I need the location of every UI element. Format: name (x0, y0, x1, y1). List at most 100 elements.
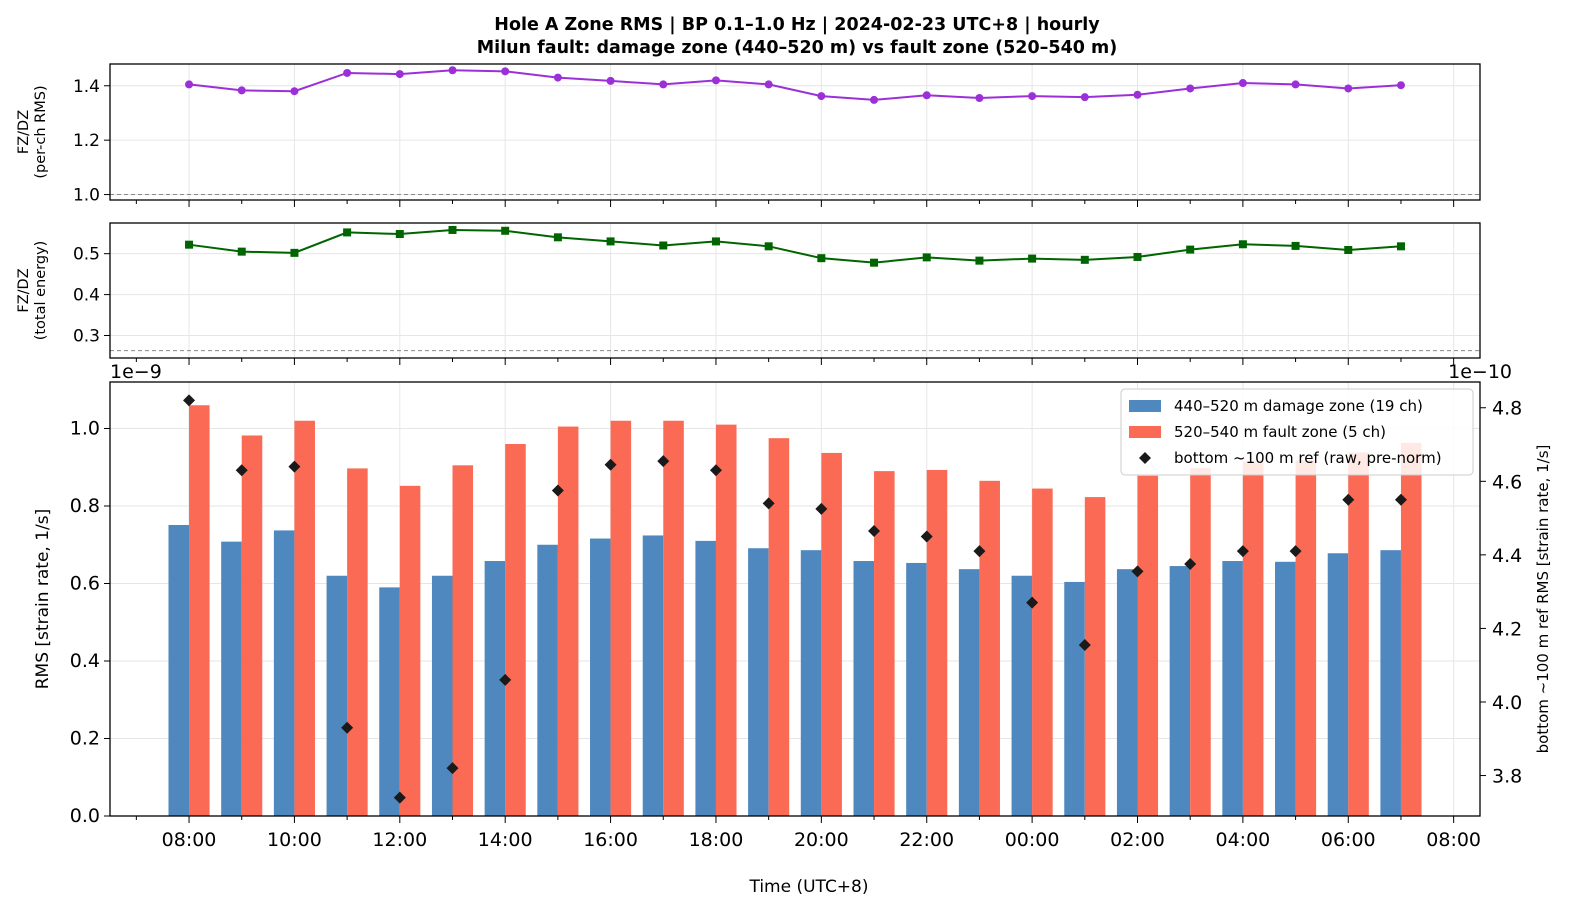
ratio-point (922, 91, 931, 100)
ratio-point (817, 254, 826, 263)
ref-rms-marker (1131, 565, 1144, 578)
ratio-point (1344, 84, 1353, 93)
legend-box (1120, 388, 1474, 476)
ratio-point (764, 242, 773, 251)
y-tick-label: 0.6 (70, 573, 100, 595)
ref-rms-marker (1394, 493, 1407, 506)
ref-rms-marker (1342, 493, 1355, 506)
x-tick-label: 14:00 (478, 829, 533, 851)
ref-rms-marker (288, 460, 301, 473)
ratio-point (711, 76, 720, 85)
ref-rms-marker (762, 497, 775, 510)
y2-tick-label: 4.4 (1492, 545, 1522, 567)
x-tick-label: 04:00 (1216, 829, 1271, 851)
x-tick-label: 06:00 (1321, 829, 1376, 851)
y2-tick-label: 4.6 (1492, 471, 1522, 493)
legend: 440–520 m damage zone (19 ch) 520–540 m f… (1120, 388, 1474, 476)
fault-zone-bar (663, 420, 684, 816)
y-tick-label: 0.0 (70, 805, 100, 827)
ratio-point (659, 80, 668, 89)
ratio-point (870, 95, 879, 104)
legend-label: 440–520 m damage zone (19 ch) (1174, 397, 1423, 415)
ratio-point (185, 80, 194, 89)
ratio-point (1238, 240, 1247, 249)
x-tick-label: 22:00 (899, 829, 954, 851)
ref-rms-marker (1026, 596, 1039, 609)
fault-zone-bar (399, 485, 421, 816)
ref-rms-marker (235, 464, 248, 477)
fault-zone-bar (347, 468, 368, 816)
damage-zone-bar (1169, 566, 1191, 816)
ratio-point (290, 87, 299, 96)
fault-zone-bar (1295, 460, 1317, 816)
fault-zone-bar (1084, 497, 1106, 816)
ratio-point (553, 73, 562, 82)
plot-frame (109, 222, 1481, 359)
fault-zone-bar (294, 420, 315, 816)
ref-rms-marker (1078, 638, 1091, 651)
ratio-point (1291, 241, 1300, 250)
damage-zone-bar (484, 561, 506, 816)
fault-zone-bar (610, 420, 632, 816)
y2-tick-label: 4.0 (1492, 692, 1522, 714)
ref-rms-marker (1236, 545, 1249, 558)
ratio-point (606, 237, 615, 246)
damage-zone-bar (326, 575, 348, 816)
y-tick-label: 1.4 (73, 77, 100, 97)
x-tick-label: 02:00 (1110, 829, 1165, 851)
ratio-point (448, 225, 457, 234)
ratio-point (395, 70, 404, 79)
y-axis-label-line1: FZ/DZ (16, 268, 32, 312)
ref-rms-marker (1184, 558, 1197, 571)
ratio-point (1028, 92, 1037, 101)
ratio-point (659, 241, 668, 250)
fault-zone-bar (1400, 442, 1422, 816)
ref-rms-marker (551, 484, 564, 497)
fault-zone-bar (715, 424, 737, 816)
time-axis: 08:00 10:00 12:00 14:00 16:00 18:00 20:00 22:00… (162, 829, 1481, 851)
y-axis-label-line2: (total energy) (33, 241, 49, 341)
ratio-point (237, 247, 246, 256)
y-tick-label: 0.2 (70, 728, 100, 750)
ratio-point (606, 76, 615, 85)
ratio-line (188, 228, 1402, 264)
fault-zone-bar (505, 444, 526, 816)
ratio-point (1396, 81, 1405, 90)
y-tick-label: 1.0 (70, 418, 100, 440)
ratio-point (764, 80, 773, 89)
legend-swatch (1129, 426, 1161, 438)
chart-title-line1: Hole A Zone RMS | BP 0.1–1.0 Hz | 2024-0… (494, 15, 1100, 35)
fault-zone-bar (189, 405, 210, 816)
ratio-point (1186, 84, 1195, 93)
ratio-point (237, 86, 246, 95)
ratio-point (817, 92, 826, 101)
ratio-point (1238, 79, 1247, 88)
ratio-point (975, 256, 984, 265)
damage-zone-bar (1064, 581, 1085, 816)
damage-zone-bar (168, 524, 190, 816)
damage-zone-bar (590, 538, 611, 816)
ratio-point (448, 66, 457, 75)
ref-rms-marker (1289, 545, 1302, 558)
ref-rms-marker (657, 455, 670, 468)
fault-zone-bar (1032, 488, 1053, 816)
ratio-point (711, 237, 720, 246)
damage-zone-bar (1222, 561, 1243, 816)
damage-zone-bar (642, 535, 664, 816)
damage-zone-bar (1380, 550, 1401, 816)
x-tick-label: 20:00 (794, 829, 849, 851)
y-axis-label-line2: (per-ch RMS) (33, 85, 49, 178)
x-axis-label: Time (UTC+8) (748, 877, 868, 897)
damage-zone-bar (853, 561, 875, 816)
ratio-point (1080, 255, 1089, 264)
ref-rms-marker (183, 394, 196, 407)
y-axis-label: RMS [strain rate, 1/s] (33, 509, 53, 690)
ratio-point (1291, 80, 1300, 89)
damage-zone-bar (537, 544, 558, 816)
ratio-point (395, 230, 404, 239)
legend-swatch (1139, 452, 1151, 464)
ratio-point (922, 253, 931, 262)
y-axis-label-line1: FZ/DZ (16, 110, 32, 154)
y-tick-label: 1.0 (73, 186, 100, 206)
